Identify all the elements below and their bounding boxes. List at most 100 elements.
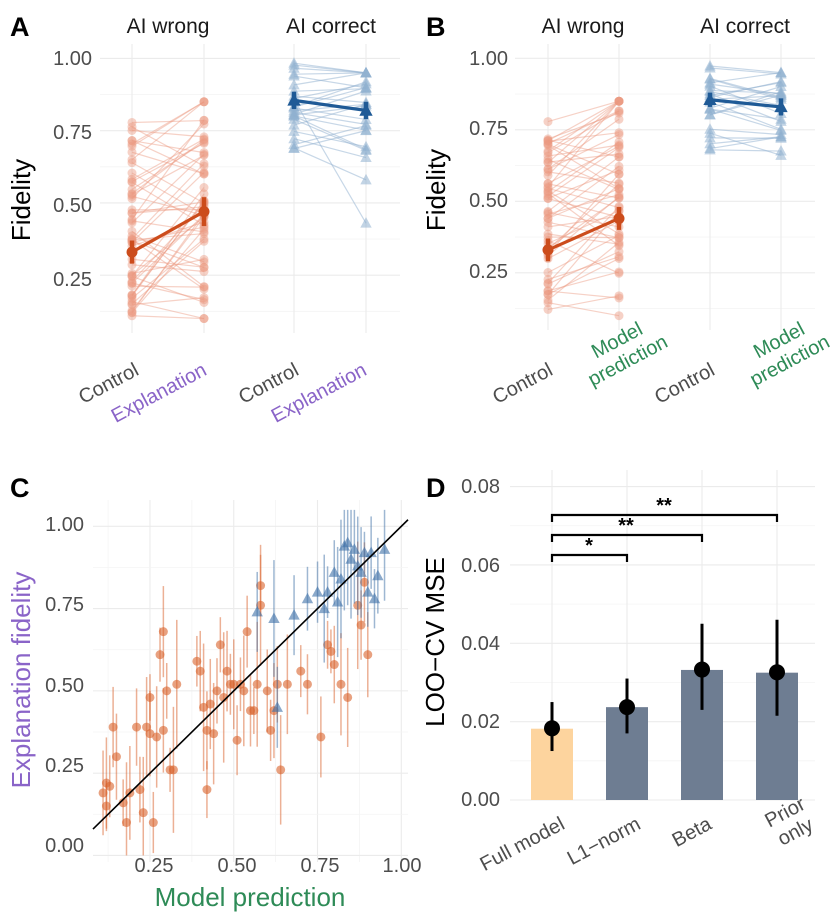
- participant-line: [547, 220, 620, 260]
- participant-point: [199, 293, 209, 303]
- participant-point: [614, 143, 624, 153]
- data-point: [118, 798, 128, 808]
- mean-point: [198, 206, 210, 218]
- participant-point: [543, 191, 553, 201]
- participant-point: [127, 291, 137, 301]
- panel-d-xtick-beta: Beta: [669, 813, 716, 852]
- participant-point: [704, 131, 716, 143]
- panel-d-ytick: 0.04: [461, 633, 500, 655]
- participant-line: [547, 100, 620, 176]
- panel-a-ytick: 1.00: [53, 48, 92, 70]
- data-point: [356, 620, 366, 630]
- participant-point: [199, 183, 209, 193]
- data-point: [158, 725, 168, 735]
- participant-line: [293, 147, 367, 181]
- participant-point: [704, 108, 716, 120]
- participant-point: [614, 268, 624, 278]
- participant-point: [199, 119, 209, 129]
- participant-point: [543, 194, 553, 204]
- participant-line: [547, 110, 620, 145]
- data-point: [232, 735, 242, 745]
- participant-point: [543, 286, 553, 296]
- data-point: [266, 725, 276, 735]
- participant-point: [614, 293, 624, 303]
- data-point: [162, 686, 172, 696]
- data-point: [335, 572, 347, 584]
- participant-line: [293, 67, 367, 74]
- participant-line: [131, 282, 205, 301]
- participant-point: [127, 190, 137, 200]
- participant-point: [127, 271, 137, 281]
- participant-point: [543, 148, 553, 158]
- participant-line: [547, 145, 620, 184]
- participant-point: [775, 115, 787, 126]
- participant-point: [199, 138, 209, 148]
- participant-point: [127, 308, 137, 318]
- participant-point: [614, 253, 624, 263]
- panel-a-ytick: 0.75: [53, 122, 92, 144]
- participant-point: [614, 252, 624, 262]
- participant-point: [614, 96, 624, 106]
- participant-point: [360, 173, 372, 185]
- data-point: [271, 701, 284, 712]
- participant-point: [543, 295, 553, 305]
- participant-point: [543, 178, 553, 188]
- data-point: [122, 818, 132, 828]
- panel-c-ytick: 1.00: [45, 514, 84, 536]
- participant-point: [614, 241, 624, 251]
- participant-line: [131, 301, 205, 320]
- series-ai-wrong: [98, 541, 373, 856]
- participant-line: [131, 216, 205, 312]
- participant-line: [547, 302, 620, 317]
- participant-line: [547, 188, 620, 219]
- participant-line: [547, 251, 620, 285]
- participant-point: [127, 191, 137, 201]
- participant-point: [360, 66, 372, 78]
- participant-point: [199, 282, 209, 292]
- participant-line: [709, 89, 782, 94]
- participant-point: [127, 281, 137, 291]
- data-point: [205, 699, 215, 709]
- participant-line: [547, 198, 620, 218]
- participant-point: [199, 295, 209, 305]
- participant-line: [293, 103, 367, 112]
- participant-point: [127, 205, 137, 215]
- participant-point: [543, 164, 553, 174]
- data-point: [256, 600, 266, 610]
- participant-point: [127, 141, 137, 151]
- participant-line: [293, 115, 367, 131]
- participant-point: [199, 97, 209, 107]
- data-point: [359, 577, 369, 587]
- participant-point: [704, 137, 716, 149]
- data-point: [148, 818, 158, 828]
- participant-point: [614, 96, 624, 106]
- participant-line: [131, 221, 205, 247]
- participant-point: [127, 174, 137, 184]
- participant-point: [543, 274, 553, 284]
- participant-line: [547, 183, 620, 250]
- participant-point: [614, 114, 624, 124]
- data-point: [365, 546, 377, 558]
- participant-line: [131, 275, 205, 304]
- participant-line: [547, 190, 620, 235]
- data-point: [215, 640, 225, 650]
- participant-line: [547, 143, 620, 175]
- participant-point: [127, 270, 137, 280]
- participant-point: [614, 233, 624, 243]
- participant-line: [547, 187, 620, 209]
- participant-line: [131, 240, 205, 305]
- participant-point: [127, 184, 137, 194]
- participant-point: [199, 267, 209, 277]
- data-point: [101, 801, 111, 811]
- participant-point: [543, 158, 553, 168]
- participant-line: [547, 236, 620, 239]
- data-point: [132, 722, 142, 732]
- data-point: [318, 602, 330, 614]
- data-point: [329, 660, 339, 670]
- data-point: [172, 679, 182, 689]
- mean-ai-correct: [703, 92, 788, 116]
- participant-line: [547, 100, 620, 142]
- panel-a-plot: [126, 57, 373, 324]
- panel-d-significance-label: **: [656, 495, 672, 517]
- participant-point: [543, 157, 553, 167]
